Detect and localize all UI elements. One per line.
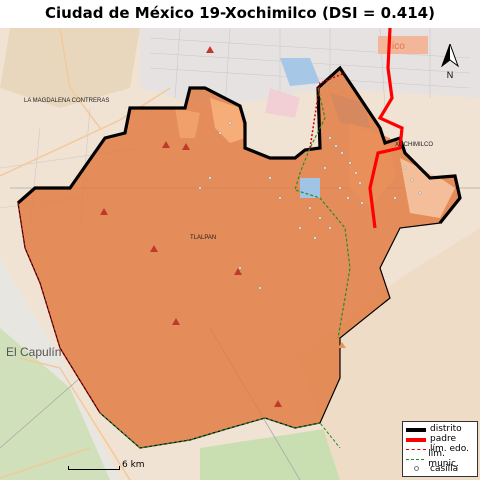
legend-item-munic: lím. munic. bbox=[406, 449, 474, 469]
district-urban-patch-3 bbox=[400, 158, 455, 218]
basemap-pink-area bbox=[265, 88, 300, 118]
label-xochimilco: XOCHIMILCO bbox=[395, 142, 433, 148]
legend-label: lím. munic. bbox=[428, 449, 459, 469]
scale-bar: 6 km bbox=[68, 460, 145, 470]
map-area: LA MAGDALENA CONTRERAS TLALPAN XOCHIMILC… bbox=[0, 28, 480, 480]
district-urban-patch-1 bbox=[210, 98, 245, 143]
legend-label: distrito bbox=[430, 424, 462, 434]
north-label: N bbox=[447, 70, 454, 80]
basemap-forest-area bbox=[0, 328, 110, 480]
state-limit-2 bbox=[309, 72, 346, 149]
legend-item-padre: padre bbox=[406, 434, 474, 444]
legend-munic-symbol bbox=[406, 458, 425, 460]
state-limit bbox=[17, 202, 101, 414]
basemap-east-area bbox=[300, 228, 480, 480]
distrito-line bbox=[16, 65, 462, 224]
map-title: Ciudad de México 19-Xochimilco (DSI = 0.… bbox=[45, 4, 435, 22]
legend-padre-symbol bbox=[406, 437, 426, 442]
legend-item-distrito: distrito bbox=[406, 424, 474, 434]
label-capulin: El Capulín bbox=[6, 345, 61, 359]
peak-marker-light bbox=[338, 342, 346, 348]
label-tlalpan: TLALPAN bbox=[190, 235, 216, 241]
north-arrow-icon: N bbox=[440, 44, 460, 80]
legend-label: casilla bbox=[430, 464, 459, 474]
legend: distrito padre lím. edo. lím. munic. cas… bbox=[402, 421, 478, 477]
municipal-limit-1 bbox=[294, 87, 351, 339]
legend-label: padre bbox=[430, 434, 456, 444]
legend-casilla-symbol bbox=[406, 466, 426, 472]
district-water-patch bbox=[300, 178, 320, 198]
legend-label: lím. edo. bbox=[430, 444, 469, 454]
label-magdalena: LA MAGDALENA CONTRERAS bbox=[24, 98, 109, 104]
basemap-water-1 bbox=[280, 58, 320, 86]
basemap-northwest-area bbox=[0, 28, 140, 108]
legend-item-casilla: casilla bbox=[406, 464, 474, 474]
peak-markers bbox=[100, 46, 282, 407]
map-svg: LA MAGDALENA CONTRERAS TLALPAN XOCHIMILC… bbox=[0, 28, 480, 480]
scale-label: 6 km bbox=[122, 460, 145, 470]
legend-item-edo: lím. edo. bbox=[406, 444, 474, 454]
municipal-limit-2 bbox=[99, 412, 341, 449]
casilla-points bbox=[198, 121, 422, 290]
district-urban-patch-4 bbox=[175, 108, 200, 138]
basemap-roads bbox=[0, 28, 171, 480]
legend-distrito-symbol bbox=[406, 427, 426, 432]
scale-bar-graphic bbox=[68, 466, 120, 470]
padre-line bbox=[368, 28, 404, 229]
legend-edo-symbol bbox=[406, 448, 426, 450]
label-partial-city: ico bbox=[392, 41, 405, 52]
